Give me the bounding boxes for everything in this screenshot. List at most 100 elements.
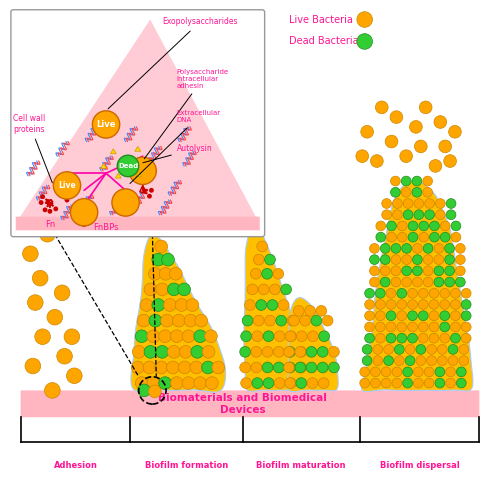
Circle shape	[397, 333, 406, 343]
Circle shape	[380, 266, 390, 276]
Circle shape	[434, 255, 444, 264]
Circle shape	[252, 378, 262, 388]
Circle shape	[386, 333, 396, 343]
Text: Live Bacteria: Live Bacteria	[289, 15, 353, 24]
Circle shape	[166, 361, 179, 374]
Circle shape	[444, 266, 454, 276]
Circle shape	[242, 315, 253, 326]
Circle shape	[414, 210, 424, 220]
Circle shape	[448, 125, 462, 138]
Circle shape	[370, 244, 380, 253]
Circle shape	[170, 330, 183, 343]
Circle shape	[304, 305, 316, 316]
Circle shape	[456, 255, 465, 264]
Circle shape	[436, 210, 445, 220]
Circle shape	[423, 187, 432, 197]
Circle shape	[54, 172, 80, 199]
Circle shape	[132, 346, 145, 358]
Text: Biomaterials and Biomedical
Devices: Biomaterials and Biomedical Devices	[158, 393, 327, 415]
Circle shape	[318, 362, 328, 373]
Circle shape	[318, 378, 329, 388]
Circle shape	[390, 176, 400, 186]
Circle shape	[186, 299, 199, 311]
Circle shape	[288, 315, 300, 326]
Circle shape	[410, 121, 422, 133]
Circle shape	[424, 367, 434, 377]
Circle shape	[195, 314, 207, 327]
Circle shape	[40, 201, 43, 204]
Circle shape	[434, 266, 444, 276]
Circle shape	[382, 210, 392, 220]
Circle shape	[418, 322, 428, 332]
Circle shape	[204, 330, 218, 343]
Circle shape	[284, 378, 296, 388]
Circle shape	[258, 284, 269, 295]
Circle shape	[424, 199, 434, 208]
Polygon shape	[18, 20, 258, 220]
Circle shape	[414, 367, 423, 377]
Circle shape	[318, 346, 328, 357]
Circle shape	[370, 266, 380, 276]
Circle shape	[357, 12, 372, 27]
Circle shape	[28, 295, 43, 310]
FancyBboxPatch shape	[16, 217, 260, 230]
Circle shape	[262, 268, 272, 279]
Circle shape	[403, 210, 413, 220]
Circle shape	[412, 176, 422, 186]
Circle shape	[370, 367, 380, 377]
Circle shape	[412, 187, 422, 197]
Circle shape	[450, 300, 460, 309]
Circle shape	[172, 314, 185, 327]
Circle shape	[462, 333, 471, 343]
Circle shape	[155, 240, 168, 253]
Circle shape	[373, 356, 382, 366]
Circle shape	[414, 378, 423, 388]
Circle shape	[386, 232, 396, 242]
Circle shape	[287, 315, 298, 326]
Circle shape	[391, 277, 401, 287]
Circle shape	[306, 362, 317, 373]
Circle shape	[444, 277, 454, 287]
Circle shape	[386, 322, 396, 332]
Circle shape	[170, 267, 182, 280]
Circle shape	[408, 322, 418, 332]
Circle shape	[418, 300, 428, 309]
Text: Dead: Dead	[118, 163, 138, 169]
Circle shape	[132, 361, 144, 374]
Circle shape	[179, 346, 192, 358]
Polygon shape	[135, 146, 140, 151]
Circle shape	[316, 305, 326, 316]
Circle shape	[364, 300, 374, 309]
Text: Extracellular
DNA: Extracellular DNA	[130, 110, 221, 183]
Circle shape	[360, 378, 370, 388]
Circle shape	[391, 255, 401, 264]
Circle shape	[168, 283, 180, 296]
Text: Biofilm maturation: Biofilm maturation	[256, 461, 346, 470]
Circle shape	[438, 356, 447, 366]
Circle shape	[370, 155, 383, 167]
Circle shape	[202, 346, 215, 358]
Circle shape	[450, 311, 460, 321]
Circle shape	[386, 288, 396, 298]
Circle shape	[444, 244, 454, 253]
Circle shape	[144, 346, 157, 358]
Circle shape	[82, 223, 86, 226]
Circle shape	[370, 378, 380, 388]
Circle shape	[44, 383, 60, 398]
Circle shape	[402, 277, 411, 287]
Text: Live: Live	[96, 120, 116, 129]
Circle shape	[284, 346, 296, 357]
Circle shape	[446, 367, 456, 377]
Circle shape	[274, 378, 285, 388]
Circle shape	[284, 362, 294, 373]
Circle shape	[274, 331, 285, 342]
Circle shape	[400, 150, 412, 163]
PathPatch shape	[131, 234, 226, 392]
Circle shape	[296, 362, 306, 373]
Circle shape	[143, 361, 156, 374]
Circle shape	[300, 315, 310, 326]
Circle shape	[402, 176, 411, 186]
Circle shape	[434, 116, 446, 128]
Circle shape	[440, 322, 450, 332]
Circle shape	[391, 266, 401, 276]
